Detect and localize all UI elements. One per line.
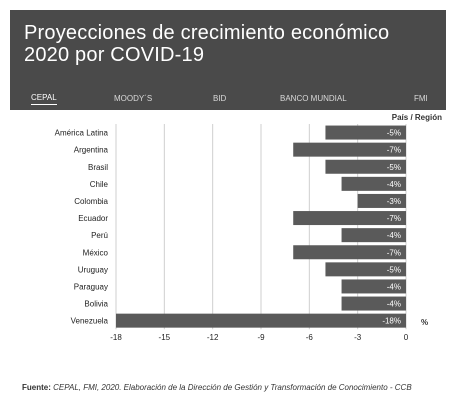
source-label: Fuente: — [22, 383, 51, 392]
x-tick-label: -9 — [257, 333, 265, 342]
category-label: Perú — [91, 231, 108, 240]
legend-title: País / Región — [392, 113, 442, 122]
tab-fmi[interactable]: FMI — [414, 93, 428, 103]
x-tick-label: -12 — [207, 333, 219, 342]
x-tick-label: -18 — [110, 333, 122, 342]
chart-area: América Latina Argentina Brasil Chile Colomb… — [10, 108, 446, 353]
bar — [341, 296, 406, 311]
bar — [116, 313, 406, 328]
bar — [293, 245, 406, 260]
page-title: Proyecciones de crecimiento económico 20… — [24, 22, 390, 66]
x-unit-label: % — [421, 318, 428, 327]
value-label: -3% — [387, 197, 401, 206]
value-label: -7% — [387, 214, 401, 223]
tab-cepal[interactable]: CEPAL — [31, 91, 57, 105]
source-footer: Fuente: CEPAL, FMI, 2020. Elaboración de… — [22, 382, 454, 393]
x-tick-label: -3 — [354, 333, 362, 342]
chart-header: Proyecciones de crecimiento económico 20… — [10, 10, 446, 110]
bar — [325, 262, 406, 277]
category-label: Bolivia — [84, 300, 108, 309]
value-label: -4% — [387, 231, 401, 240]
value-label: -5% — [387, 265, 401, 274]
value-label: -4% — [387, 180, 401, 189]
bar — [341, 176, 406, 191]
category-labels: América Latina Argentina Brasil Chile Colomb… — [55, 129, 109, 326]
category-label: Brasil — [88, 163, 108, 172]
value-label: -7% — [387, 146, 401, 155]
value-label: -18% — [382, 317, 401, 326]
value-label: -7% — [387, 248, 401, 257]
growth-bar-chart: América Latina Argentina Brasil Chile Colomb… — [55, 113, 442, 342]
bars — [116, 125, 406, 328]
source-tabs: CEPAL MOODY´S BID BANCO MUNDIAL FMI — [10, 89, 446, 107]
x-tick-label: 0 — [404, 333, 409, 342]
category-label: América Latina — [55, 129, 109, 138]
bar — [325, 125, 406, 140]
value-label: -5% — [387, 129, 401, 138]
value-labels: -5% -7% -5% -4% -3% -7% -4% -7% -5% -4% -4% -18% — [382, 129, 401, 326]
category-label: Uruguay — [78, 265, 108, 274]
bar — [357, 193, 406, 208]
x-tick-labels: -18 -15 -12 -9 -6 -3 0 — [110, 333, 409, 342]
category-label: Ecuador — [78, 214, 108, 223]
tab-bid[interactable]: BID — [213, 93, 227, 103]
x-tick-label: -6 — [306, 333, 314, 342]
value-label: -5% — [387, 163, 401, 172]
tab-moodys[interactable]: MOODY´S — [114, 93, 153, 103]
category-label: Venezuela — [71, 317, 109, 326]
category-label: Chile — [90, 180, 109, 189]
category-label: Colombia — [74, 197, 108, 206]
source-text: CEPAL, FMI, 2020. Elaboración de la Dire… — [53, 383, 412, 392]
tab-banco-mundial[interactable]: BANCO MUNDIAL — [280, 93, 347, 103]
grid-lines — [115, 124, 407, 330]
bar — [293, 211, 406, 226]
bar — [293, 142, 406, 157]
x-tick-label: -15 — [159, 333, 171, 342]
value-label: -4% — [387, 300, 401, 309]
bar — [325, 159, 406, 174]
category-label: Paraguay — [74, 282, 108, 291]
bar — [341, 279, 406, 294]
bar — [341, 228, 406, 243]
value-label: -4% — [387, 282, 401, 291]
category-label: México — [83, 248, 109, 257]
category-label: Argentina — [74, 146, 109, 155]
